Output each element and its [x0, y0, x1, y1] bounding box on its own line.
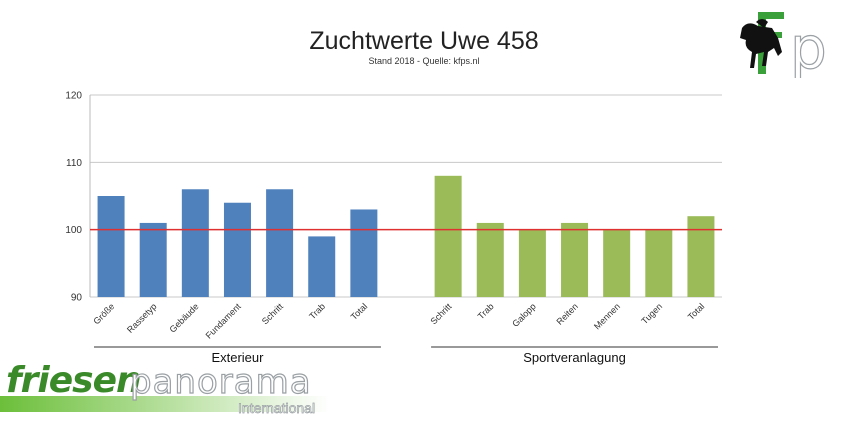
x-tick-label: Total	[686, 301, 707, 322]
bar	[181, 189, 209, 297]
bar	[603, 229, 631, 297]
bar	[97, 196, 125, 297]
bar	[266, 189, 294, 297]
logo-international: International	[238, 400, 316, 417]
group-label: Exterieur	[211, 350, 264, 365]
friesenpanorama-banner	[0, 396, 330, 412]
y-tick-label: 110	[66, 158, 82, 169]
x-tick-label: Größe	[91, 301, 116, 326]
kfp-logo-p: p	[790, 14, 827, 78]
y-tick-label: 120	[65, 91, 82, 102]
group-label: Sportveranlagung	[523, 350, 626, 365]
bar	[645, 229, 673, 297]
bar	[434, 175, 462, 297]
bar	[476, 222, 504, 297]
x-tick-label: Reiten	[554, 301, 579, 326]
bar	[518, 229, 546, 297]
bar	[223, 202, 251, 297]
x-tick-label: Galopp	[510, 301, 538, 329]
bar	[687, 216, 715, 297]
kfp-logo: p	[740, 12, 827, 78]
x-tick-label: Fundament	[204, 301, 244, 341]
y-tick-label: 90	[71, 293, 83, 304]
bar	[139, 222, 167, 297]
x-tick-label: Trab	[307, 301, 327, 321]
bar	[308, 236, 336, 297]
x-tick-label: Trab	[476, 301, 496, 321]
x-tick-label: Total	[349, 301, 370, 322]
chart-subtitle: Stand 2018 - Quelle: kfps.nl	[368, 56, 480, 66]
chart-title: Zuchtwerte Uwe 458	[309, 27, 539, 55]
x-tick-label: Schritt	[428, 301, 453, 326]
y-tick-label: 100	[65, 225, 82, 236]
x-tick-label: Rassetyp	[125, 301, 159, 335]
bar	[350, 209, 378, 297]
logo-friesen: friesen	[6, 360, 142, 401]
x-tick-label: Tugen	[639, 301, 664, 326]
bar	[561, 222, 589, 297]
logo-panorama: panorama	[129, 361, 312, 402]
x-tick-label: Mennen	[592, 301, 622, 331]
x-tick-label: Schritt	[260, 301, 285, 326]
x-tick-label: Gebäude	[167, 301, 200, 334]
